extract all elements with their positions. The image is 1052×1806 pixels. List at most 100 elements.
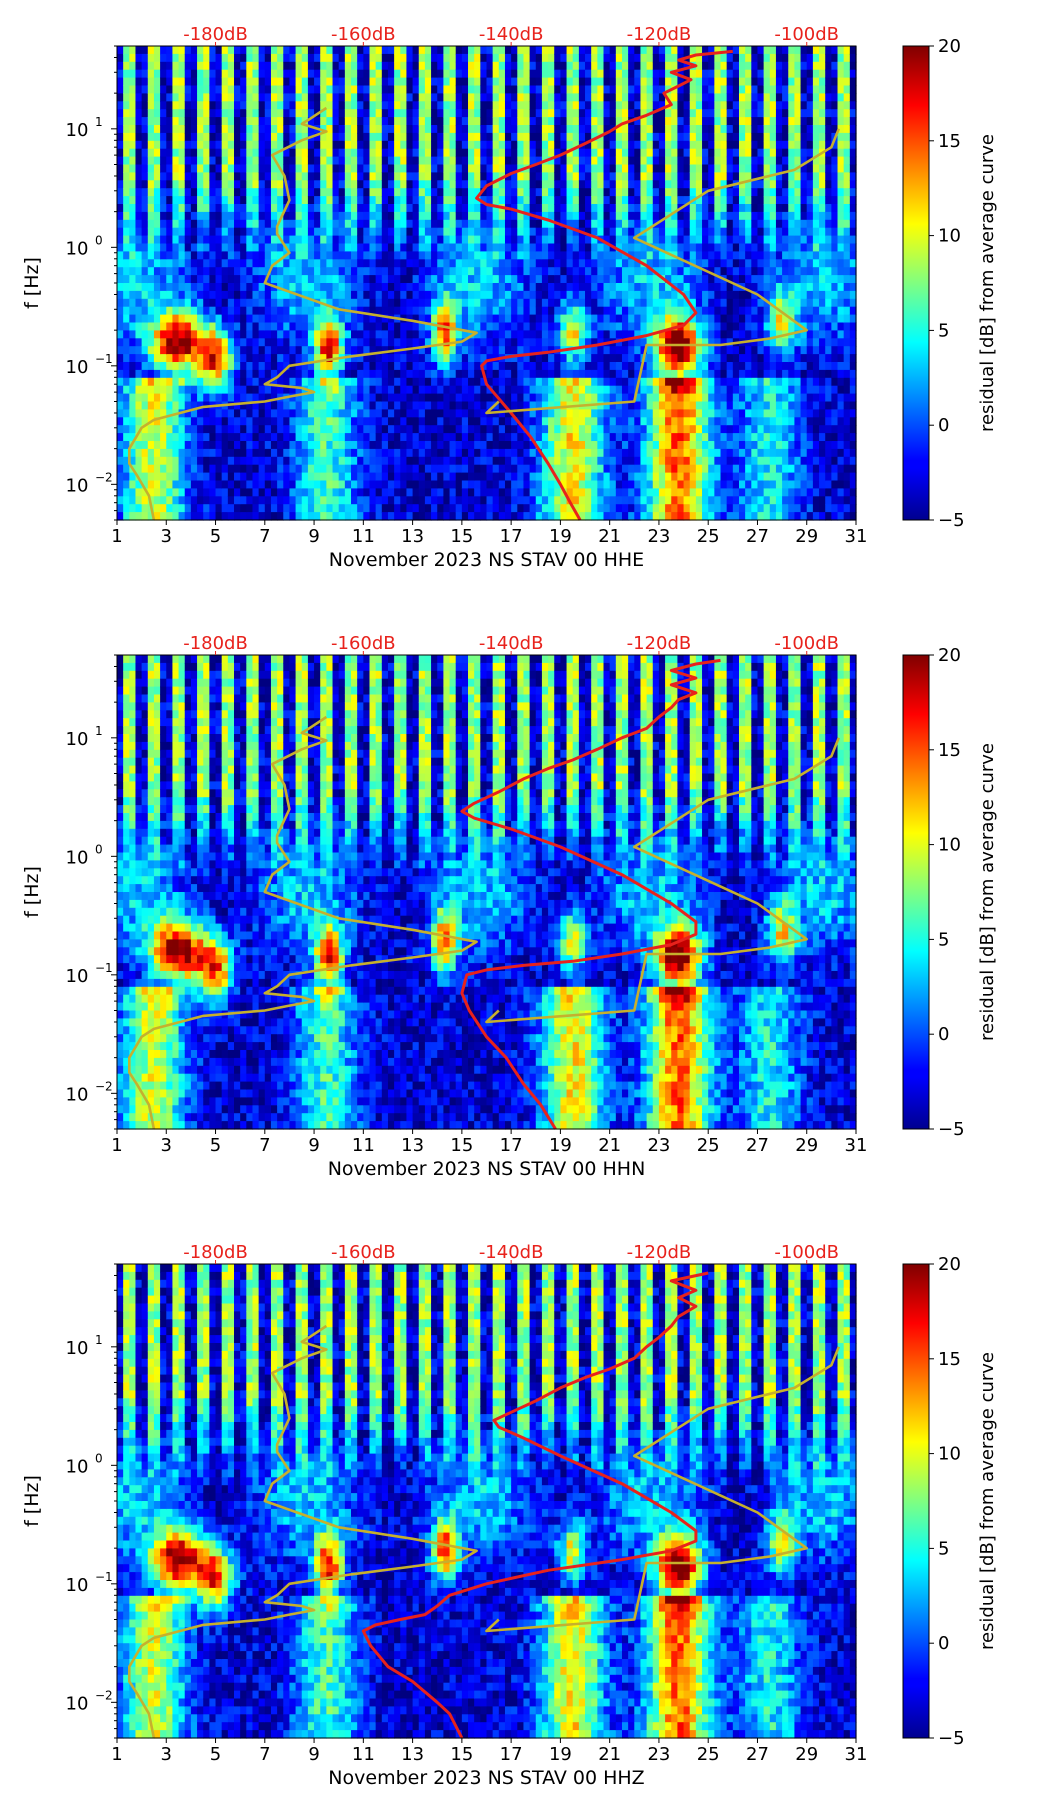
heatmap-cell xyxy=(536,291,543,300)
heatmap-cell xyxy=(474,46,481,55)
heatmap-cell xyxy=(388,362,395,371)
heatmap-cell xyxy=(487,323,494,332)
heatmap-cell xyxy=(554,378,561,387)
heatmap-cell xyxy=(437,504,444,513)
heatmap-cell xyxy=(616,62,623,71)
heatmap-cell xyxy=(363,141,370,150)
heatmap-cell xyxy=(271,204,278,213)
heatmap-cell xyxy=(480,125,487,134)
heatmap-cell xyxy=(209,409,216,418)
heatmap-cell xyxy=(259,433,266,442)
heatmap-cell xyxy=(123,299,130,308)
heatmap-cell xyxy=(216,330,223,339)
heatmap-cell xyxy=(172,141,179,150)
heatmap-cell xyxy=(579,504,586,513)
heatmap-cell xyxy=(493,212,500,221)
heatmap-cell xyxy=(628,62,635,71)
heatmap-cell xyxy=(302,299,309,308)
heatmap-cell xyxy=(148,433,155,442)
heatmap-cell xyxy=(493,338,500,347)
heatmap-cell xyxy=(413,481,420,490)
heatmap-cell xyxy=(179,425,186,434)
heatmap-cell xyxy=(376,457,383,466)
heatmap-cell xyxy=(462,165,469,174)
heatmap-cell xyxy=(542,512,549,521)
heatmap-cell xyxy=(148,236,155,245)
heatmap-cell xyxy=(209,204,216,213)
heatmap-cell xyxy=(345,188,352,197)
heatmap-cell xyxy=(142,394,149,403)
heatmap-cell xyxy=(474,70,481,79)
heatmap-cell xyxy=(320,417,327,426)
heatmap-cell xyxy=(610,512,617,521)
heatmap-cell xyxy=(209,394,216,403)
heatmap-cell xyxy=(585,283,592,292)
heatmap-cell xyxy=(333,141,340,150)
heatmap-cell xyxy=(314,180,321,189)
heatmap-cell xyxy=(554,244,561,253)
heatmap-cell xyxy=(302,109,309,118)
heatmap-cell xyxy=(400,62,407,71)
heatmap-cell xyxy=(216,54,223,63)
heatmap-cell xyxy=(425,180,432,189)
heatmap-cell xyxy=(246,165,253,174)
heatmap-cell xyxy=(604,212,611,221)
heatmap-cell xyxy=(326,93,333,102)
heatmap-cell xyxy=(265,496,272,505)
heatmap-cell xyxy=(369,481,376,490)
heatmap-cell xyxy=(616,165,623,174)
heatmap-cell xyxy=(339,496,346,505)
heatmap-cell xyxy=(585,259,592,268)
heatmap-cell xyxy=(209,330,216,339)
heatmap-cell xyxy=(326,378,333,387)
heatmap-cell xyxy=(622,149,629,158)
heatmap-cell xyxy=(363,149,370,158)
heatmap-cell xyxy=(209,86,216,95)
heatmap-cell xyxy=(431,244,438,253)
heatmap-cell xyxy=(203,370,210,379)
heatmap-cell xyxy=(542,378,549,387)
heatmap-cell xyxy=(468,54,475,63)
heatmap-cell xyxy=(117,323,124,332)
heatmap-cell xyxy=(314,141,321,150)
heatmap-cell xyxy=(505,457,512,466)
heatmap-cell xyxy=(456,165,463,174)
heatmap-cell xyxy=(259,386,266,395)
heatmap-cell xyxy=(425,473,432,482)
heatmap-cell xyxy=(419,228,426,237)
heatmap-cell xyxy=(289,125,296,134)
heatmap-cell xyxy=(487,117,494,126)
heatmap-cell xyxy=(191,62,198,71)
heatmap-cell xyxy=(394,236,401,245)
heatmap-cell xyxy=(579,465,586,474)
heatmap-cell xyxy=(185,86,192,95)
heatmap-cell xyxy=(357,212,364,221)
heatmap-cell xyxy=(585,370,592,379)
heatmap-cell xyxy=(579,488,586,497)
heatmap-cell xyxy=(302,504,309,513)
heatmap-cell xyxy=(351,488,358,497)
heatmap-cell xyxy=(277,488,284,497)
heatmap-cell xyxy=(129,86,136,95)
heatmap-cell xyxy=(499,512,506,521)
heatmap-cell xyxy=(197,86,204,95)
heatmap-cell xyxy=(604,283,611,292)
heatmap-cell xyxy=(530,101,537,110)
heatmap-cell xyxy=(345,330,352,339)
heatmap-cell xyxy=(240,488,247,497)
heatmap-cell xyxy=(604,370,611,379)
heatmap-cell xyxy=(604,330,611,339)
heatmap-cell xyxy=(234,141,241,150)
heatmap-cell xyxy=(591,204,598,213)
heatmap-cell xyxy=(425,417,432,426)
heatmap-cell xyxy=(209,157,216,166)
heatmap-cell xyxy=(394,228,401,237)
heatmap-cell xyxy=(530,180,537,189)
heatmap-cell xyxy=(610,149,617,158)
heatmap-cell xyxy=(394,157,401,166)
heatmap-cell xyxy=(228,465,235,474)
heatmap-cell xyxy=(493,220,500,229)
heatmap-cell xyxy=(148,78,155,87)
heatmap-cell xyxy=(413,62,420,71)
heatmap-cell xyxy=(400,172,407,181)
